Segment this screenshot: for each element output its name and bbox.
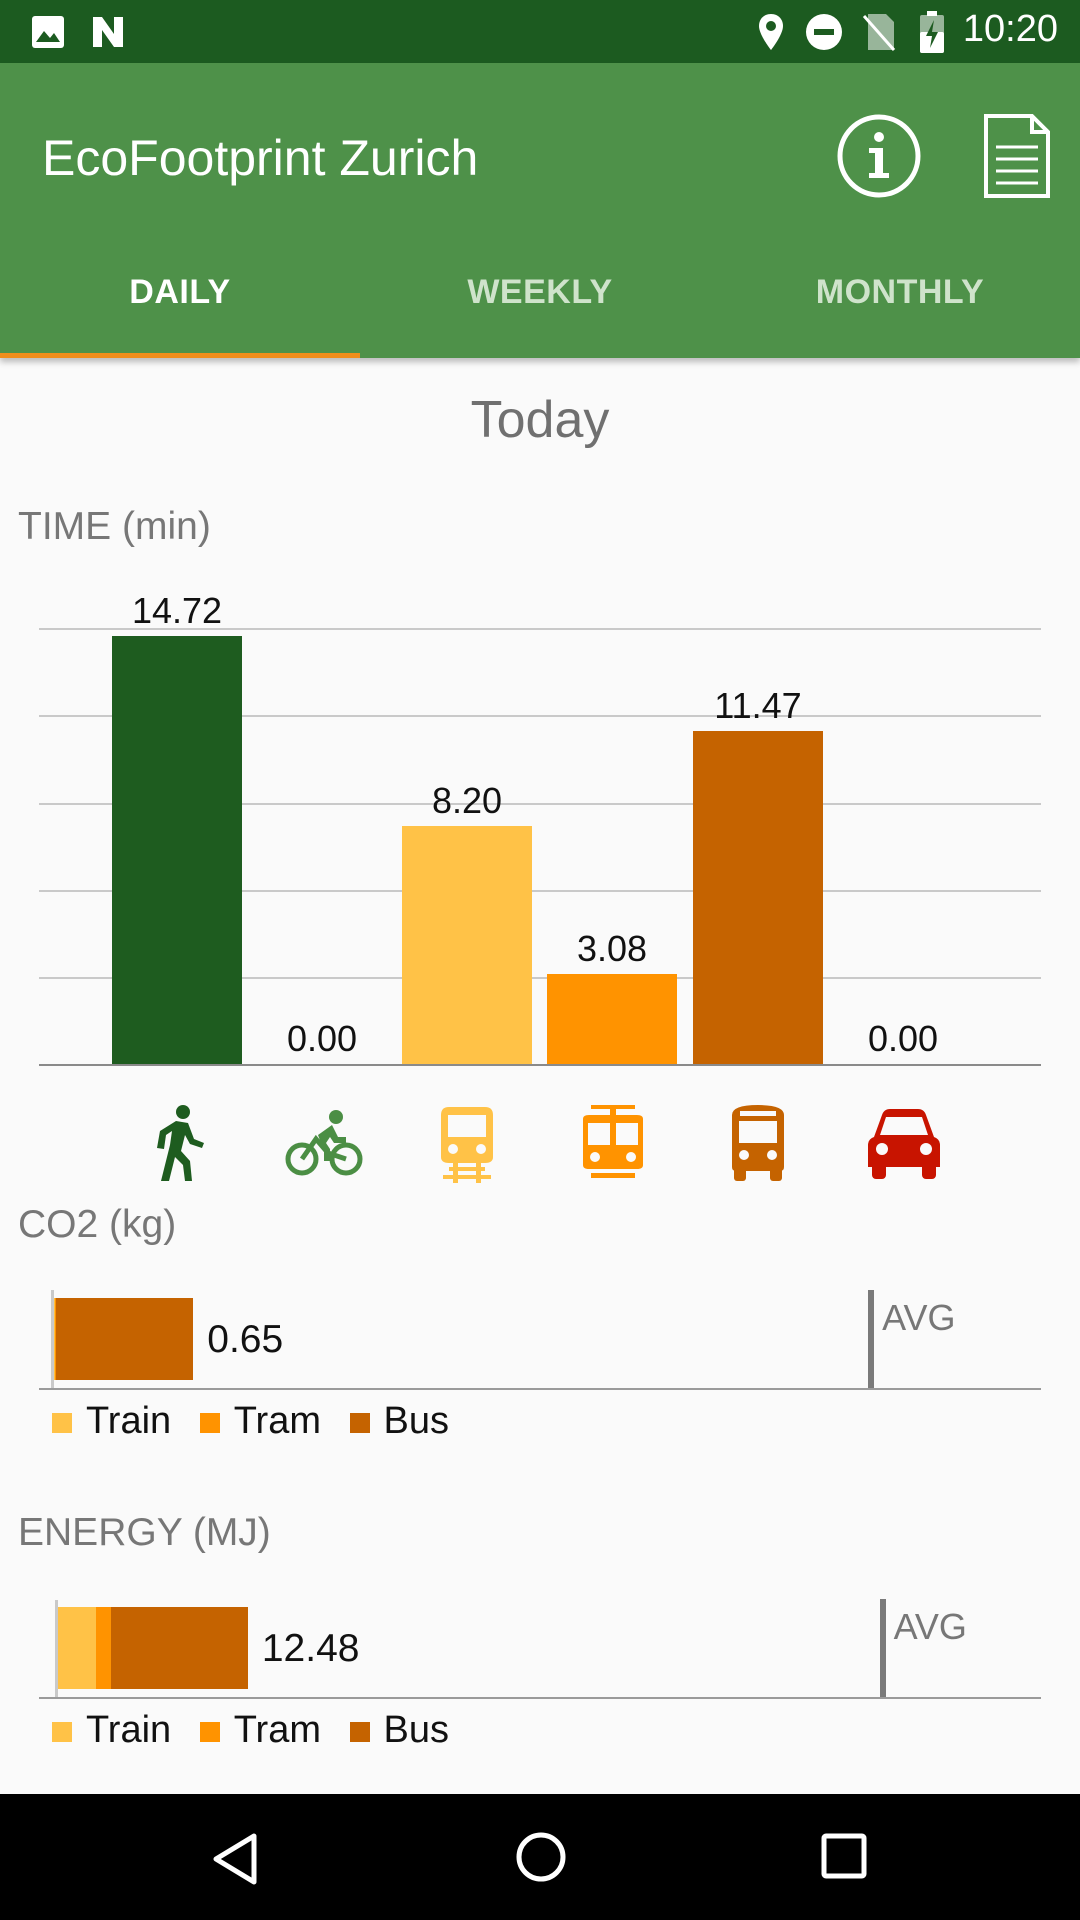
chart-baseline bbox=[39, 1064, 1041, 1066]
co2-axis bbox=[51, 1290, 54, 1388]
energy-segment-tram bbox=[96, 1607, 112, 1689]
co2-baseline bbox=[39, 1388, 1041, 1390]
recents-icon[interactable] bbox=[820, 1832, 868, 1880]
battery-icon bbox=[920, 11, 944, 53]
bar-train bbox=[402, 825, 532, 1064]
clock: 10:20 bbox=[962, 8, 1058, 50]
energy-chart-title: ENERGY (MJ) bbox=[18, 1511, 271, 1554]
co2-avg-label: AVG bbox=[882, 1297, 956, 1338]
app-title: EcoFootprint Zurich bbox=[42, 130, 479, 186]
legend-item-train: Train bbox=[52, 1709, 171, 1752]
train-icon bbox=[441, 1107, 493, 1183]
legend-item-tram: Tram bbox=[199, 1400, 321, 1443]
status-bar: 10:20 bbox=[0, 0, 1080, 63]
energy-segment-train bbox=[58, 1607, 97, 1689]
co2-segment-train bbox=[54, 1298, 56, 1380]
image-icon bbox=[32, 16, 64, 48]
gridline bbox=[39, 715, 1041, 717]
tab-daily[interactable]: DAILY bbox=[129, 273, 231, 311]
co2-total-label: 0.65 bbox=[207, 1318, 284, 1361]
legend-label: Bus bbox=[383, 1400, 450, 1442]
gridline bbox=[39, 803, 1041, 805]
document-icon[interactable] bbox=[982, 113, 1052, 199]
gridline bbox=[39, 977, 1041, 979]
bar-walk bbox=[112, 636, 242, 1064]
dnd-icon bbox=[806, 14, 842, 50]
tram-icon bbox=[583, 1105, 643, 1178]
walk-icon bbox=[157, 1105, 204, 1181]
legend-label: Tram bbox=[233, 1709, 321, 1751]
bar-bus bbox=[693, 730, 823, 1064]
co2-avg-marker bbox=[868, 1290, 875, 1390]
bar-label-walk: 14.72 bbox=[131, 590, 223, 632]
energy-avg-label: AVG bbox=[893, 1606, 967, 1647]
legend-label: Bus bbox=[383, 1709, 450, 1751]
no-sim-icon bbox=[862, 14, 896, 51]
app-bar: EcoFootprint Zurich DAILY WEEKLY MONTHLY bbox=[0, 63, 1080, 358]
bar-label-bike: 0.00 bbox=[286, 1018, 358, 1059]
co2-chart-title: CO2 (kg) bbox=[18, 1203, 177, 1246]
bar-tram bbox=[547, 974, 677, 1064]
bus-icon bbox=[732, 1105, 784, 1181]
tab-indicator bbox=[0, 353, 360, 358]
bar-label-train: 8.20 bbox=[431, 779, 503, 821]
navigation-bar bbox=[0, 1794, 1080, 1920]
energy-total-label: 12.48 bbox=[261, 1627, 360, 1670]
gridline bbox=[39, 628, 1041, 630]
legend-label: Train bbox=[86, 1709, 172, 1751]
co2-segment-tram bbox=[55, 1298, 57, 1380]
location-icon bbox=[759, 14, 783, 50]
co2-legend: Train Tram Bus bbox=[52, 1400, 467, 1443]
energy-segment-bus bbox=[111, 1607, 248, 1689]
energy-baseline bbox=[39, 1697, 1041, 1699]
bar-label-bus: 11.47 bbox=[714, 684, 802, 726]
energy-axis bbox=[55, 1600, 58, 1698]
legend-item-bus: Bus bbox=[349, 1400, 450, 1443]
energy-legend: Train Tram Bus bbox=[52, 1709, 467, 1752]
bar-label-car: 0.00 bbox=[867, 1018, 939, 1059]
tab-weekly[interactable]: WEEKLY bbox=[467, 273, 613, 311]
car-icon bbox=[868, 1109, 940, 1179]
legend-label: Train bbox=[86, 1400, 172, 1442]
energy-avg-marker bbox=[879, 1599, 886, 1699]
back-icon[interactable] bbox=[210, 1832, 260, 1886]
info-icon[interactable] bbox=[836, 113, 922, 199]
home-icon[interactable] bbox=[514, 1830, 568, 1884]
period-title: Today bbox=[470, 391, 610, 449]
legend-item-tram: Tram bbox=[199, 1709, 321, 1752]
co2-segment-bus bbox=[56, 1298, 194, 1380]
tab-monthly[interactable]: MONTHLY bbox=[815, 273, 985, 311]
time-chart-title: TIME (min) bbox=[18, 505, 211, 548]
bike-icon bbox=[285, 1110, 363, 1176]
n-icon bbox=[93, 17, 123, 47]
gridline bbox=[39, 890, 1041, 892]
legend-item-train: Train bbox=[52, 1400, 171, 1443]
legend-label: Tram bbox=[233, 1400, 321, 1442]
legend-item-bus: Bus bbox=[349, 1709, 450, 1752]
bar-label-tram: 3.08 bbox=[576, 928, 648, 970]
